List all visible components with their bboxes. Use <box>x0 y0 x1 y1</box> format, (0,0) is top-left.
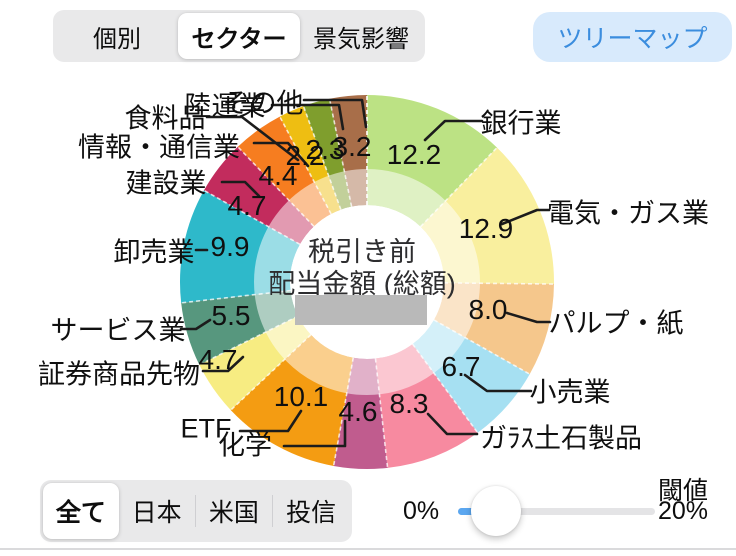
view-tabs-segmented-control: 個別 セクター 景気影響 <box>53 10 425 62</box>
tab-divider <box>194 495 196 527</box>
leader-line-12 <box>252 141 310 168</box>
leader-line-2 <box>500 208 551 226</box>
chart-center-title: 税引き前 配当金額 (総額) <box>268 236 455 300</box>
segment-label: 銀行業 <box>480 108 562 139</box>
masked-total-value-box <box>295 295 427 325</box>
segment-separator <box>328 98 353 207</box>
donut-chart <box>179 95 554 470</box>
segment-value: 5.5 <box>211 300 251 331</box>
threshold-title: 閾値 <box>657 477 708 505</box>
leader-line-11 <box>220 180 261 198</box>
segment-label: 電気・ガス業 <box>547 198 709 229</box>
segment-label: ETF <box>180 413 232 444</box>
segment-label: 建設業 <box>125 168 207 199</box>
leader-line-5 <box>426 412 479 436</box>
threshold-slider-track[interactable] <box>458 508 655 515</box>
filter-tab-2[interactable]: 日本 <box>131 499 182 527</box>
chart-center-title-line2: 配当金額 (総額) <box>268 269 456 299</box>
view-tab-3[interactable]: 景気影響 <box>313 25 409 53</box>
view-tab-1[interactable]: 個別 <box>93 25 141 53</box>
segment-label: 化学 <box>218 430 272 461</box>
threshold-slider-thumb[interactable] <box>471 486 521 536</box>
view-tab-2[interactable]: セクター <box>178 13 300 59</box>
threshold-slider-active-track <box>458 508 480 515</box>
slider-min-label: 0% <box>403 497 440 525</box>
segment-label: 卸売業 <box>113 237 195 268</box>
segment-value: 6.7 <box>441 351 481 382</box>
segment-separator <box>419 147 498 228</box>
segment-value: 12.9 <box>458 213 514 244</box>
segment-value: 10.1 <box>273 381 329 412</box>
segment-separator <box>279 116 332 215</box>
leader-line-9 <box>179 318 212 331</box>
filter-tab-4[interactable]: 投信 <box>286 499 337 527</box>
segment-label: 小売業 <box>529 377 611 408</box>
segment-value: 3.2 <box>332 131 372 162</box>
chart-center-title-line1: 税引き前 <box>307 237 416 267</box>
segment-separator <box>332 357 355 467</box>
leader-line-6 <box>282 419 347 448</box>
leader-line-1 <box>423 119 484 142</box>
segment-label: パルプ・紙 <box>548 308 684 339</box>
segment-value: 2.3 <box>305 134 345 165</box>
segment-separator <box>411 343 479 434</box>
segment-label: 陸運業 <box>184 91 266 122</box>
segment-separator <box>374 358 389 468</box>
segment-separator <box>302 105 342 210</box>
leader-line-4 <box>463 373 533 393</box>
filter-tab-3[interactable]: 米国 <box>208 499 259 527</box>
leader-line-7 <box>238 409 303 433</box>
segment-separator <box>230 334 312 411</box>
segment-value: 12.2 <box>386 139 442 170</box>
segment-value: 2.2 <box>285 140 325 171</box>
segment-separator <box>181 289 291 304</box>
segment-value: 8.3 <box>389 388 429 419</box>
leader-line-15 <box>302 98 368 129</box>
segment-value: 8.0 <box>468 294 508 325</box>
segment-value: 4.6 <box>338 396 378 427</box>
tab-divider <box>271 495 274 527</box>
leader-line-14 <box>270 103 345 131</box>
segment-label: サービス業 <box>50 315 186 346</box>
segment-label: その他 <box>222 88 304 119</box>
segment-value: 4.7 <box>198 344 238 375</box>
segment-separator <box>433 319 531 375</box>
bottom-divider <box>0 548 736 550</box>
segment-value: 4.7 <box>227 190 267 221</box>
leader-line-3 <box>505 311 552 324</box>
segment-label: 情報・通信業 <box>78 132 240 163</box>
leader-line-13 <box>205 115 300 162</box>
segment-label: ガﾗｽ土石製品 <box>480 423 642 454</box>
treemap-button[interactable]: ツリーマップ <box>533 12 732 62</box>
dividend-donut-chart-area: 税引き前 配当金額 (総額) 銀行業 12.2 電気・ガス業 12.9 パルプ・紙 8.0… <box>0 70 736 475</box>
leader-line-8 <box>201 355 245 373</box>
filter-tab-1[interactable]: 全て <box>43 483 119 539</box>
segment-label: 食料品 <box>124 103 206 134</box>
segment-value: 4.4 <box>258 160 298 191</box>
segment-separator <box>443 282 554 285</box>
segment-separator <box>237 146 315 227</box>
segment-separator <box>198 315 299 366</box>
segment-separator <box>203 189 301 245</box>
segment-label: 証券商品先物 <box>38 359 200 390</box>
segment-value: 9.9 <box>210 231 250 262</box>
slider-max-label: 20% <box>657 497 708 525</box>
market-filter-segmented-control: 全て 日本 米国 投信 <box>40 480 352 542</box>
